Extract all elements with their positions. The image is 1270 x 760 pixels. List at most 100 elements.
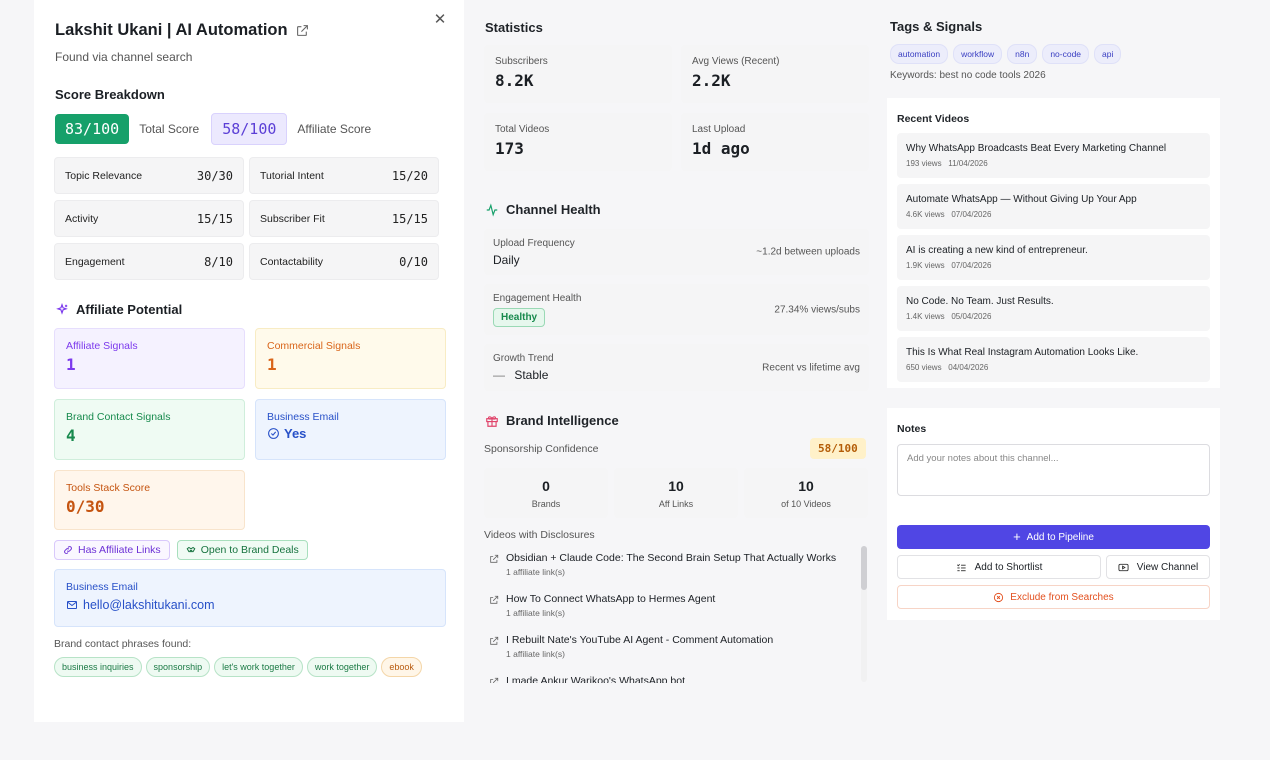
breakdown-value: 8/10 (204, 254, 233, 269)
has-affiliate-links-label: Has Affiliate Links (78, 544, 161, 556)
business-email-box: Business Email hello@lakshitukani.com (54, 569, 446, 627)
close-icon[interactable]: ✕ (433, 11, 447, 28)
video-meta: 4.6K views 07/04/2026 (906, 210, 1201, 219)
stat-label: Last Upload (692, 124, 746, 135)
add-to-shortlist-button[interactable]: Add to Shortlist (897, 555, 1101, 579)
plus-icon: + (1013, 529, 1021, 544)
external-link-icon[interactable] (296, 24, 309, 37)
score-summary: 83/100 Total Score 58/100 Affiliate Scor… (55, 113, 383, 145)
tools-stack-value: 0/30 (66, 497, 105, 516)
phrase-chip: ebook (381, 657, 422, 677)
notes-panel: Notes Add your notes about this channel.… (887, 408, 1220, 620)
commercial-signals-card: Commercial Signals 1 (255, 328, 446, 389)
recent-video-item[interactable]: AI is creating a new kind of entrepreneu… (897, 235, 1210, 280)
brand-intelligence-header: Brand Intelligence (485, 413, 619, 428)
disclosures-list[interactable]: Obsidian + Claude Code: The Second Brain… (484, 546, 869, 683)
engagement-health-row: Engagement Health Healthy 27.34% views/s… (484, 284, 869, 335)
breakdown-value: 15/20 (391, 168, 428, 183)
stat-label: Subscribers (495, 56, 548, 67)
email-link[interactable]: hello@lakshitukani.com (66, 598, 434, 612)
external-link-icon (490, 636, 499, 645)
stat-value: 1d ago (692, 139, 750, 158)
growth-trend-row: Growth Trend — Stable Recent vs lifetime… (484, 344, 869, 391)
add-to-pipeline-button[interactable]: + Add to Pipeline (897, 525, 1210, 549)
youtube-icon (1118, 563, 1129, 571)
external-link-icon (490, 595, 499, 604)
video-title: No Code. No Team. Just Results. (906, 296, 1054, 307)
engagement-health-detail: 27.34% views/subs (774, 304, 860, 315)
affiliate-score-badge: 58/100 (211, 113, 288, 145)
email-address[interactable]: hello@lakshitukani.com (83, 598, 215, 612)
aff-links-label: Aff Links (658, 499, 694, 509)
breakdown-topic-relevance: Topic Relevance 30/30 (54, 157, 244, 194)
aff-links-card: 10 Aff Links (614, 468, 738, 518)
channel-name: Lakshit Ukani | AI Automation (55, 21, 288, 39)
video-meta: 1.9K views 07/04/2026 (906, 261, 1201, 270)
total-videos-stat: Total Videos 173 (484, 113, 672, 171)
tag-chip: n8n (1007, 44, 1038, 64)
handshake-icon (186, 546, 196, 553)
affiliate-potential-header: Affiliate Potential (55, 302, 182, 317)
mail-icon (67, 601, 77, 609)
growth-trend-label: Growth Trend (493, 353, 554, 364)
phrases-list: business inquiries sponsorship let's wor… (54, 657, 454, 677)
total-score-badge: 83/100 (55, 114, 130, 144)
breakdown-label: Topic Relevance (65, 169, 143, 182)
found-via-text: Found via channel search (55, 50, 193, 64)
exclude-from-searches-button[interactable]: Exclude from Searches (897, 585, 1210, 609)
keywords-text: Keywords: best no code tools 2026 (890, 70, 1046, 81)
recent-video-item[interactable]: This Is What Real Instagram Automation L… (897, 337, 1210, 382)
video-date: 11/04/2026 (948, 159, 988, 168)
affiliate-signals-label: Affiliate Signals (66, 340, 138, 352)
breakdown-subscriber-fit: Subscriber Fit 15/15 (249, 200, 439, 237)
gift-icon (486, 415, 498, 427)
disclosure-item[interactable]: How To Connect WhatsApp to Hermes Agent … (484, 587, 869, 628)
activity-icon (486, 202, 498, 217)
upload-frequency-label: Upload Frequency (493, 238, 575, 249)
video-date: 04/04/2026 (948, 363, 989, 372)
video-title: This Is What Real Instagram Automation L… (906, 347, 1139, 358)
view-channel-button[interactable]: View Channel (1106, 555, 1210, 579)
breakdown-label: Activity (65, 212, 99, 225)
recent-video-item[interactable]: No Code. No Team. Just Results. 1.4K vie… (897, 286, 1210, 331)
notes-textarea[interactable]: Add your notes about this channel... (897, 444, 1210, 496)
subscribers-stat: Subscribers 8.2K (484, 45, 672, 103)
breakdown-value: 15/15 (391, 211, 428, 226)
recent-video-item[interactable]: Why WhatsApp Broadcasts Beat Every Marke… (897, 133, 1210, 178)
breakdown-label: Subscriber Fit (260, 212, 325, 225)
video-date: 07/04/2026 (951, 261, 992, 270)
phrase-chip: let's work together (214, 657, 303, 677)
has-affiliate-links-chip: Has Affiliate Links (54, 540, 170, 560)
video-views: 650 views (906, 363, 942, 372)
disclosure-item[interactable]: I made Ankur Warikoo's WhatsApp bot (484, 669, 869, 683)
avg-views-stat: Avg Views (Recent) 2.2K (681, 45, 869, 103)
breakdown-value: 30/30 (196, 168, 233, 183)
affiliate-signals-card: Affiliate Signals 1 (54, 328, 245, 389)
recent-videos-panel: Recent Videos Why WhatsApp Broadcasts Be… (887, 98, 1220, 388)
stat-label: Total Videos (495, 124, 550, 135)
channel-health-header: Channel Health (485, 202, 601, 217)
breakdown-contactability: Contactability 0/10 (249, 243, 439, 280)
video-views: 1.9K views (906, 261, 945, 270)
phrase-chip: work together (306, 657, 378, 677)
tag-chip: api (1094, 44, 1122, 64)
breakdown-activity: Activity 15/15 (54, 200, 244, 237)
link-icon (64, 546, 72, 554)
disclosure-item[interactable]: I Rebuilt Nate's YouTube AI Agent - Comm… (484, 628, 869, 669)
breakdown-label: Tutorial Intent (260, 169, 324, 182)
affiliate-potential-title: Affiliate Potential (76, 302, 183, 317)
video-meta: 650 views 04/04/2026 (906, 363, 1201, 372)
growth-trend-detail: Recent vs lifetime avg (762, 362, 860, 373)
recent-video-item[interactable]: Automate WhatsApp — Without Giving Up Yo… (897, 184, 1210, 229)
brand-contact-signals-card: Brand Contact Signals 4 (54, 399, 245, 460)
open-to-brand-deals-label: Open to Brand Deals (200, 544, 299, 556)
add-to-shortlist-label: Add to Shortlist (974, 561, 1043, 573)
brand-contact-signals-label: Brand Contact Signals (66, 411, 171, 423)
upload-frequency-detail: ~1.2d between uploads (756, 246, 860, 258)
disclosure-item[interactable]: Obsidian + Claude Code: The Second Brain… (484, 546, 869, 587)
disclosures-scrollbar-thumb[interactable] (861, 546, 867, 590)
external-link-icon (490, 554, 499, 563)
stat-label: Avg Views (Recent) (692, 56, 780, 67)
disclosures-scrollbar-track[interactable] (861, 546, 867, 682)
video-views: 4.6K views (906, 210, 945, 219)
